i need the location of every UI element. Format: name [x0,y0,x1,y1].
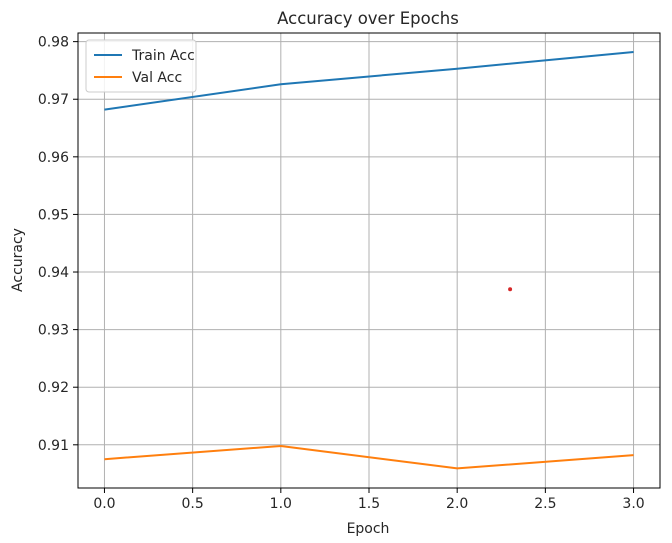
y-tick-label: 0.92 [38,380,69,396]
series-line-train-acc [104,51,634,111]
plot-frame [77,32,661,489]
x-tick-label: 0.0 [93,496,115,512]
y-tick-label: 0.98 [38,35,69,51]
y-tick-label: 0.96 [38,150,69,166]
chart-title: Accuracy over Epochs [277,9,459,28]
y-tick-label: 0.97 [38,92,69,108]
y-tick-label: 0.91 [38,438,69,454]
axis-ticks: 0.0 0.5 1.0 1.5 2.0 2.5 3.0 0.91 0.92 0.93 0.94 0.9… [38,35,645,512]
series-group [104,51,634,470]
legend: Train Acc Val Acc [85,39,197,93]
legend-box [85,39,197,93]
series-line-val-acc [104,444,634,470]
grid [78,33,660,488]
x-tick-label: 1.5 [358,496,380,512]
x-axis-label: Epoch [347,521,390,537]
y-axis-label: Accuracy [10,228,26,292]
annotations [508,287,513,292]
x-tick-label: 3.0 [622,496,644,512]
x-tick-label: 0.5 [182,496,204,512]
x-tick-label: 2.5 [534,496,556,512]
legend-label-val-acc: Val Acc [132,70,182,86]
annotation-point [508,287,513,292]
y-tick-label: 0.94 [38,265,69,281]
x-tick-label: 1.0 [270,496,292,512]
y-tick-label: 0.95 [38,207,69,223]
x-tick-label: 2.0 [446,496,468,512]
legend-label-train-acc: Train Acc [131,48,195,64]
y-tick-label: 0.93 [38,323,69,339]
